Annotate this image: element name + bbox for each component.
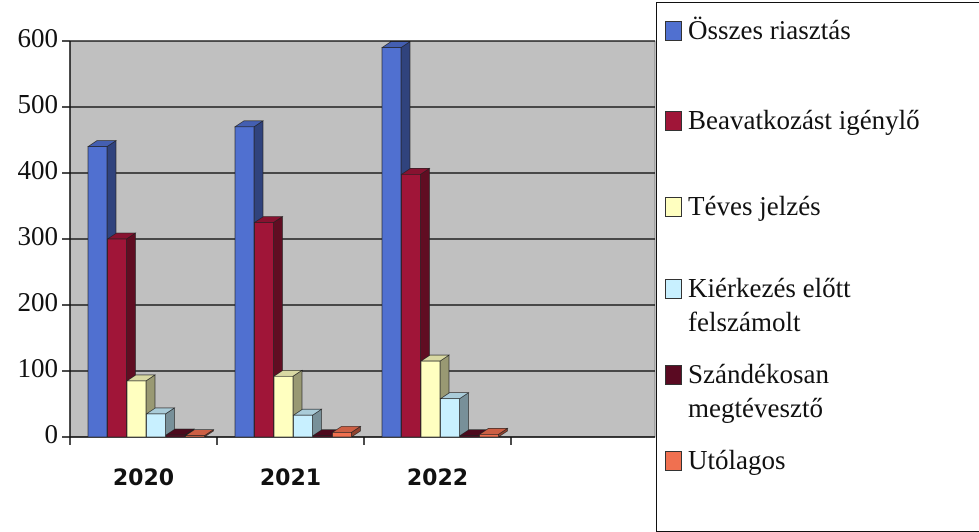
legend-swatch: [665, 451, 682, 471]
legend-label: Kiérkezés előtt felszámolt: [688, 273, 851, 337]
legend-swatch: [665, 111, 682, 131]
legend-item: Téves jelzés: [665, 189, 821, 223]
bar-3d: [292, 408, 323, 438]
page: {"chart_data": {"type": "bar", "categori…: [17, 2, 979, 532]
chart: 0 100 200 300 400 500 600 2020 2021 2022: [18, 23, 656, 491]
legend-item: Összes riasztás: [665, 13, 851, 47]
y-tick-label: 500: [18, 89, 59, 119]
bar: [185, 435, 205, 438]
legend-item: Beavatkozást igénylő: [665, 103, 920, 137]
y-tick-label: 600: [18, 23, 59, 53]
legend-swatch: [665, 365, 682, 385]
bar: [234, 126, 255, 438]
bar-side: [459, 392, 469, 438]
y-tick-label: 300: [18, 221, 59, 251]
bar-3d: [145, 407, 176, 438]
bar: [107, 238, 127, 438]
legend-swatch: [665, 21, 682, 41]
bar: [293, 414, 313, 438]
legend: Összes riasztás Beavatkozást igénylő Téves…: [656, 2, 979, 532]
bar: [165, 434, 186, 438]
legend-label: Téves jelzés: [688, 191, 821, 221]
bar-3d: [331, 425, 362, 438]
legend-label: Utólagos: [688, 445, 786, 475]
x-tick-label: 2020: [113, 466, 174, 491]
legend-swatch: [665, 197, 682, 217]
bar: [126, 380, 147, 438]
legend-label: Szándékosan megtévesztő: [688, 359, 829, 423]
bar: [420, 360, 441, 438]
bar: [459, 435, 480, 438]
legend-label: Összes riasztás: [688, 15, 851, 45]
bar: [381, 47, 402, 438]
x-tick-label: 2021: [260, 466, 321, 491]
y-tick-label: 200: [18, 287, 59, 317]
legend-item: Utólagos: [665, 443, 786, 477]
bar: [254, 222, 274, 438]
legend-item: Szándékosan megtévesztő: [665, 357, 898, 425]
y-tick-label: 100: [18, 353, 59, 383]
bar: [87, 146, 108, 438]
bar: [401, 174, 421, 438]
legend-swatch: [665, 279, 682, 299]
legend-label: Beavatkozást igénylő: [688, 105, 920, 135]
bar: [273, 375, 294, 438]
legend-item: Kiérkezés előtt felszámolt: [665, 271, 898, 339]
bar: [312, 435, 333, 438]
bar: [146, 413, 166, 438]
bar: [479, 434, 499, 438]
y-tick-label: 400: [18, 155, 59, 185]
bar-3d: [439, 392, 470, 438]
bar: [332, 432, 352, 438]
x-tick-label: 2022: [407, 466, 468, 491]
y-tick-label: 0: [45, 419, 59, 449]
bar: [440, 398, 460, 438]
bar-3d: [478, 427, 509, 438]
bar-3d: [184, 429, 215, 438]
